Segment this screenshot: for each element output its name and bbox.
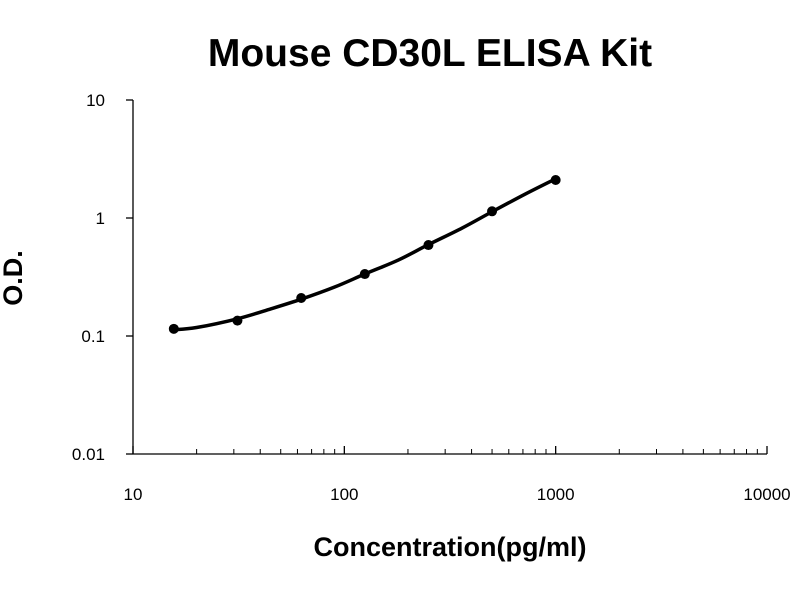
x-tick-label: 1000 bbox=[537, 485, 575, 504]
x-tick-labels: 10 100 1000 10000 bbox=[124, 485, 791, 504]
y-tick-labels: 0.01 0.1 1 10 bbox=[72, 91, 105, 464]
data-point bbox=[423, 240, 434, 251]
fit-curve bbox=[172, 177, 558, 332]
data-points bbox=[168, 174, 561, 334]
data-point bbox=[296, 292, 307, 303]
data-point bbox=[168, 323, 179, 334]
data-point bbox=[232, 315, 243, 326]
axes bbox=[126, 99, 768, 455]
x-axis-title: Concentration(pg/ml) bbox=[314, 532, 587, 562]
chart-title: Mouse CD30L ELISA Kit bbox=[208, 32, 652, 75]
x-tick-label: 10 bbox=[124, 485, 143, 504]
y-tick-label: 0.01 bbox=[72, 445, 105, 464]
x-tick-label: 100 bbox=[330, 485, 358, 504]
y-tick-label: 1 bbox=[96, 209, 105, 228]
data-point bbox=[359, 269, 370, 280]
y-axis-title: O.D. bbox=[0, 250, 28, 306]
x-tick-label: 10000 bbox=[743, 485, 790, 504]
data-point bbox=[487, 206, 498, 217]
data-point bbox=[550, 174, 561, 185]
y-tick-label: 10 bbox=[86, 91, 105, 110]
y-tick-label: 0.1 bbox=[81, 327, 105, 346]
